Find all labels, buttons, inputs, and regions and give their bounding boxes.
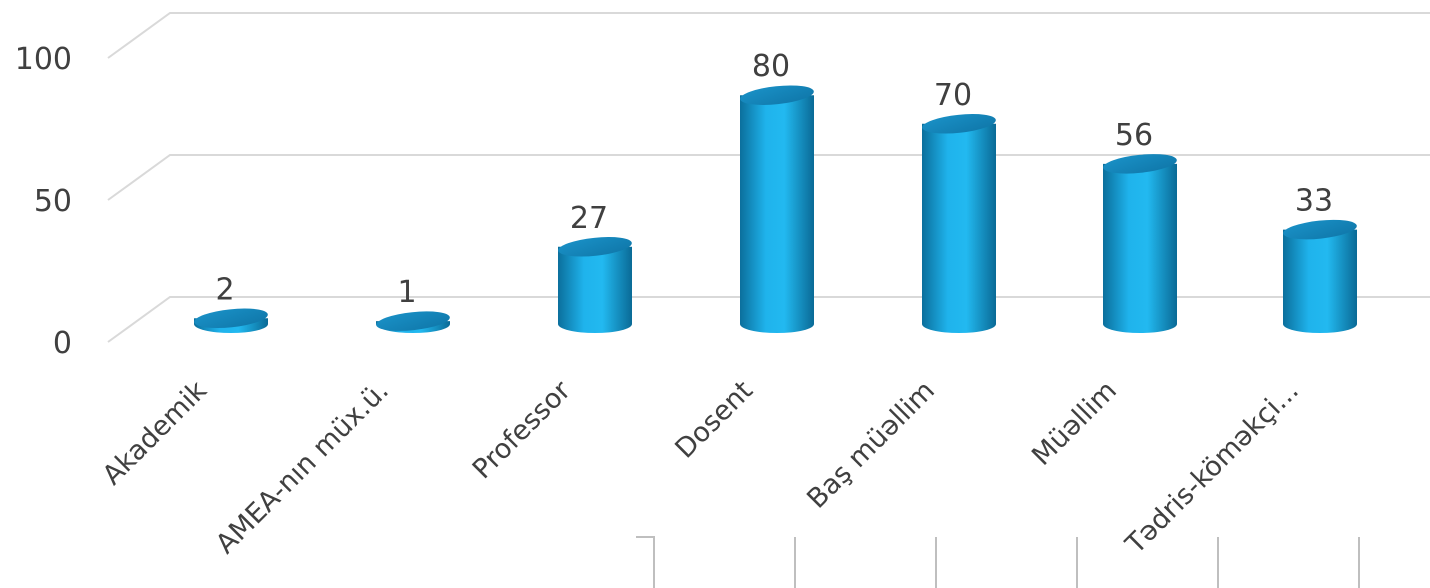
data-label: 1	[397, 275, 416, 310]
data-label: 80	[752, 49, 790, 84]
gridline	[107, 12, 1430, 59]
category-label: Baş müəllim	[801, 375, 941, 515]
bottom-decoration	[636, 536, 1360, 588]
y-tick-label: 100	[15, 42, 72, 77]
data-label: 70	[934, 78, 972, 113]
bars	[194, 85, 1357, 333]
gridlines	[107, 12, 1430, 343]
bar	[740, 85, 814, 333]
category-label: Müəllim	[1026, 375, 1123, 472]
data-labels: 2 1 27 80 70 56 33	[215, 49, 1333, 310]
bar	[922, 114, 996, 333]
category-label: Professor	[467, 374, 578, 485]
y-axis-ticks: 0 50 100	[15, 42, 72, 361]
bar	[376, 311, 450, 333]
category-label: Tədris-köməkçi...	[1119, 375, 1305, 561]
bar	[1103, 154, 1177, 333]
y-tick-label: 0	[53, 326, 72, 361]
category-label: Dosent	[669, 375, 759, 465]
gridline	[107, 154, 1430, 201]
bar	[1283, 219, 1357, 333]
data-label: 33	[1295, 184, 1333, 219]
gridline	[107, 296, 1430, 343]
data-label: 27	[570, 201, 608, 236]
bar	[194, 308, 268, 333]
y-tick-label: 50	[34, 184, 72, 219]
data-label: 2	[215, 272, 234, 307]
category-label: Akademik	[97, 375, 213, 491]
bar	[558, 237, 632, 333]
category-label: AMEA-nın müx.ü.	[210, 375, 395, 560]
data-label: 56	[1115, 118, 1153, 153]
